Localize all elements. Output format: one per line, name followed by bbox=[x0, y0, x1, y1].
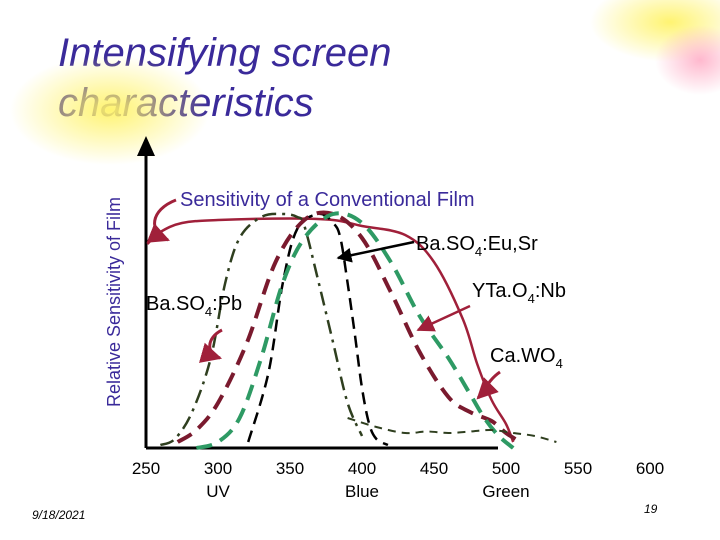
series-line-ca-wo4 bbox=[347, 417, 557, 443]
eusr-tail: :Eu,Sr bbox=[482, 233, 538, 255]
decor-glows bbox=[10, 0, 720, 165]
annotation-ba-so4-pb: Ba.SO4:Pb bbox=[146, 293, 242, 319]
eusr-pointer-line bbox=[336, 240, 415, 263]
series-line-ba-so4-pb bbox=[159, 212, 364, 447]
x-tick-sublabel-green: Green bbox=[482, 482, 529, 501]
x-tick-labels: 250 300 UV 350 400 Blue 450 500 Green 550 600 bbox=[132, 459, 664, 501]
x-tick-label-450: 450 bbox=[420, 459, 448, 478]
ytao-text: YTa.O bbox=[472, 280, 528, 302]
eusr-sub: 4 bbox=[475, 244, 482, 259]
series-line-maroon-broad-band bbox=[176, 210, 522, 444]
series-line-green-broad-band bbox=[195, 211, 515, 450]
pb-curved-arrow bbox=[198, 328, 223, 363]
ytao-sub: 4 bbox=[528, 291, 535, 306]
x-tick-label-300: 300 bbox=[204, 459, 232, 478]
pb-tail: :Pb bbox=[212, 293, 242, 315]
series-line-ba-so4-eu-sr bbox=[247, 212, 389, 447]
axes bbox=[137, 136, 498, 450]
footer-date: 9/18/2021 bbox=[32, 508, 86, 522]
cawo-text: Ca.WO bbox=[490, 345, 556, 367]
annotations: Sensitivity of a Conventional Film Ba.SO… bbox=[146, 189, 566, 400]
annotation-ba-so4-eu-sr: Ba.SO4:Eu,Sr bbox=[416, 233, 538, 259]
x-tick-label-600: 600 bbox=[636, 459, 664, 478]
y-axis-label: Relative Sensitivity of Film bbox=[104, 197, 124, 407]
decor-glow-pink-right bbox=[655, 25, 720, 95]
eusr-text: Ba.SO bbox=[416, 233, 475, 255]
pb-sub: 4 bbox=[205, 304, 212, 319]
x-tick-sublabel-uv: UV bbox=[206, 482, 230, 501]
cawo-curved-arrow bbox=[476, 370, 501, 400]
x-tick-sublabel-blue: Blue bbox=[345, 482, 379, 501]
x-tick-label-250: 250 bbox=[132, 459, 160, 478]
pb-text: Ba.SO bbox=[146, 293, 205, 315]
decor-glow-yellow-left bbox=[10, 55, 210, 165]
x-tick-label-400: 400 bbox=[348, 459, 376, 478]
ytao-pointer-line bbox=[416, 304, 471, 332]
conventional-film-curved-arrow bbox=[146, 198, 177, 243]
y-axis-arrowhead bbox=[137, 136, 155, 156]
annotation-conventional-film: Sensitivity of a Conventional Film bbox=[180, 189, 475, 211]
annotation-ca-wo4: Ca.WO4 bbox=[490, 345, 563, 371]
x-tick-label-500: 500 bbox=[492, 459, 520, 478]
x-tick-label-350: 350 bbox=[276, 459, 304, 478]
cawo-sub: 4 bbox=[556, 356, 563, 371]
ytao-tail: :Nb bbox=[535, 280, 566, 302]
footer-page-number: 19 bbox=[644, 502, 658, 516]
annotation-yta-o4-nb: YTa.O4:Nb bbox=[472, 280, 566, 306]
x-tick-label-550: 550 bbox=[564, 459, 592, 478]
